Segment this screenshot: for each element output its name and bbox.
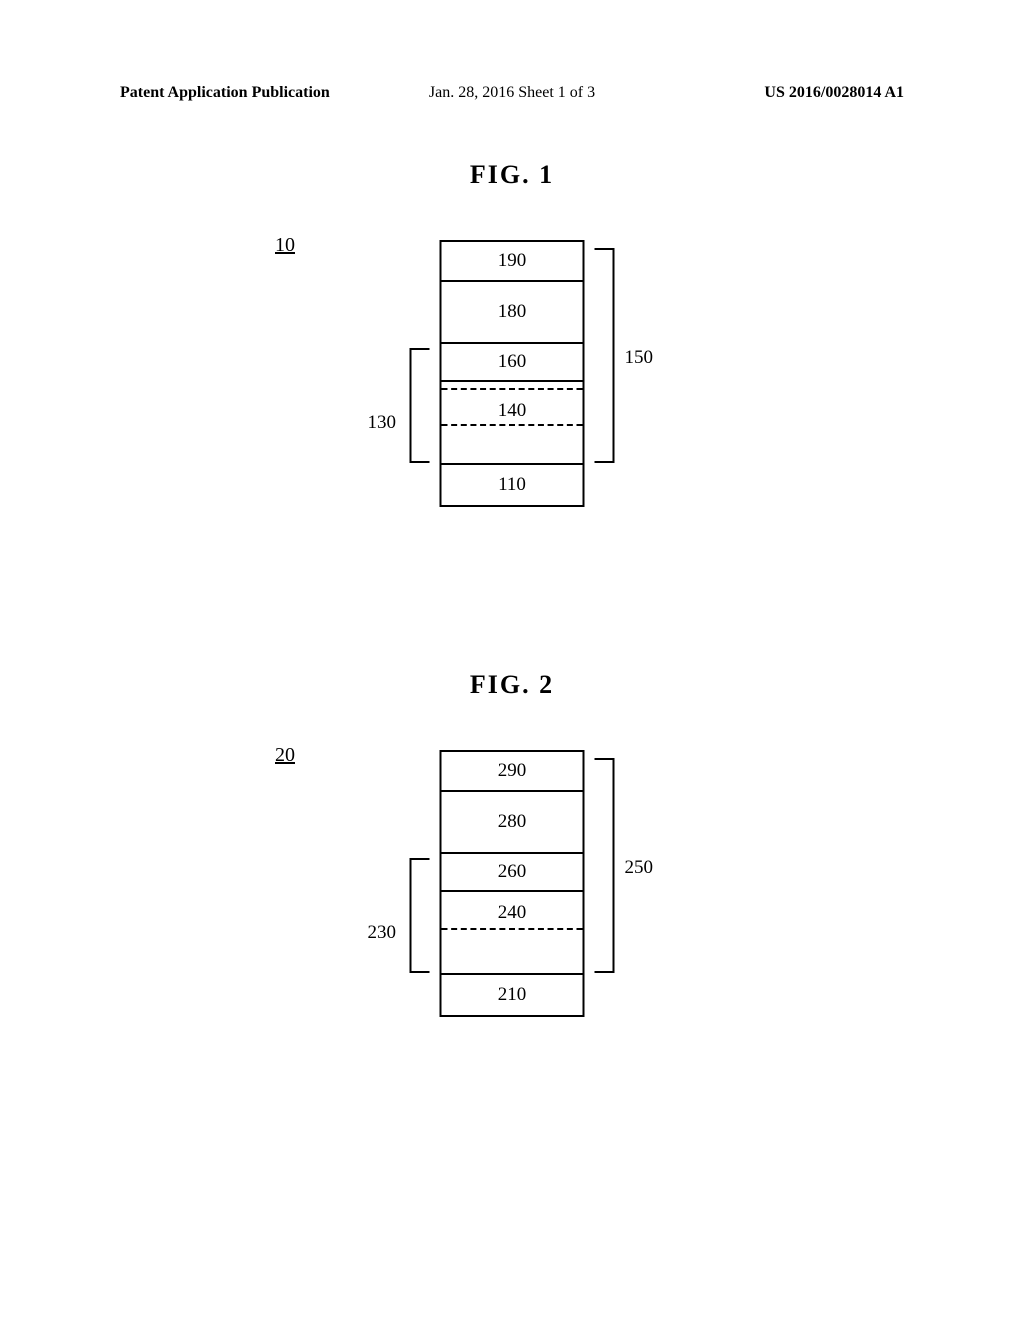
fig2-layer-210-label: 210 — [498, 984, 527, 1006]
fig1-diagram: 190 180 160 140 110 130 150 — [440, 240, 585, 507]
fig1-layer-stack: 190 180 160 140 110 — [440, 240, 585, 507]
fig2-reference-label: 20 — [275, 744, 295, 767]
fig2-title: FIG. 2 — [0, 670, 1024, 700]
fig2-layer-280-label: 280 — [498, 811, 527, 833]
fig2-layer-240: 240 — [442, 892, 583, 975]
fig2-bracket-250 — [595, 758, 615, 973]
fig1-title: FIG. 1 — [0, 160, 1024, 190]
fig1-layer-160: 160 — [442, 344, 583, 382]
fig1-layer-110: 110 — [442, 465, 583, 505]
fig2-layer-290: 290 — [442, 752, 583, 792]
fig1-layer-110-label: 110 — [498, 474, 526, 496]
fig2-layer-260: 260 — [442, 854, 583, 892]
fig1-layer-140: 140 — [442, 382, 583, 465]
fig2-bracket-230 — [410, 858, 430, 973]
fig1-bracket-150-label: 150 — [625, 347, 654, 369]
fig2-bracket-250-label: 250 — [625, 857, 654, 879]
fig1-dashed-bottom — [442, 424, 583, 426]
fig1-bracket-130 — [410, 348, 430, 463]
fig2-dashed — [442, 928, 583, 930]
fig1-layer-180-label: 180 — [498, 301, 527, 323]
fig1-bracket-130-label: 130 — [368, 412, 397, 434]
header-publication: Patent Application Publication — [120, 84, 330, 102]
header-patent-number: US 2016/0028014 A1 — [764, 84, 904, 102]
fig2-layer-240-label: 240 — [498, 902, 527, 924]
fig2-layer-210: 210 — [442, 975, 583, 1015]
fig1-reference-label: 10 — [275, 234, 295, 257]
fig1-layer-140-label: 140 — [498, 400, 527, 422]
fig2-layer-280: 280 — [442, 792, 583, 854]
figure-1: FIG. 1 10 190 180 160 140 110 1 — [0, 160, 1024, 190]
header-date-sheet: Jan. 28, 2016 Sheet 1 of 3 — [429, 84, 595, 102]
fig1-layer-180: 180 — [442, 282, 583, 344]
fig1-bracket-150 — [595, 248, 615, 463]
fig1-layer-160-label: 160 — [498, 351, 527, 373]
fig2-layer-stack: 290 280 260 240 210 — [440, 750, 585, 1017]
fig1-layer-190: 190 — [442, 242, 583, 282]
fig1-layer-190-label: 190 — [498, 250, 527, 272]
fig2-diagram: 290 280 260 240 210 230 250 — [440, 750, 585, 1017]
fig2-layer-290-label: 290 — [498, 760, 527, 782]
fig1-dashed-top — [442, 388, 583, 390]
fig2-bracket-230-label: 230 — [368, 922, 397, 944]
page-header: Patent Application Publication Jan. 28, … — [0, 84, 1024, 102]
figure-2: FIG. 2 20 290 280 260 240 210 230 — [0, 670, 1024, 700]
fig2-layer-260-label: 260 — [498, 861, 527, 883]
